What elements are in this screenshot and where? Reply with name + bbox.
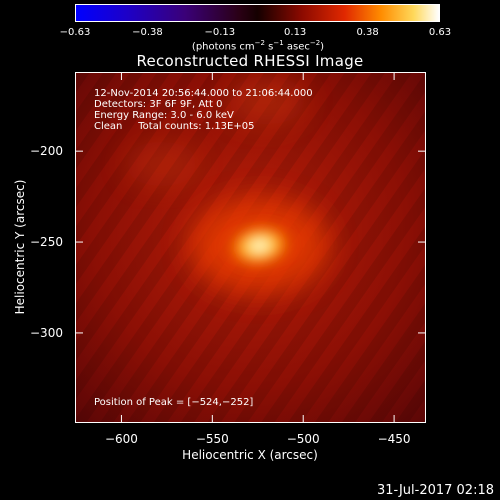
colorbar-unit: (photons cm−2 s−1 asec−2)	[191, 39, 325, 53]
secondary-source	[124, 141, 198, 187]
y-axis-label: Heliocentric Y (arcsec)	[13, 179, 27, 315]
chart-title: Reconstructed RHESSI Image	[136, 52, 364, 70]
heatmap-image	[76, 73, 425, 422]
axis-tick-marks	[76, 73, 425, 422]
source-layer	[124, 75, 330, 294]
colorbar-tick-label: −0.63	[59, 27, 91, 38]
peak-source	[223, 221, 296, 270]
peak-position-label: Position of Peak = [−524,−252]	[94, 397, 254, 408]
x-tick-label: −600	[104, 432, 138, 446]
x-tick-label: −550	[195, 432, 229, 446]
y-tick-label: −250	[30, 235, 63, 250]
detectors-label: Detectors: 3F 6F 9F, Att 0	[94, 99, 223, 110]
x-tick-label: −500	[286, 432, 320, 446]
x-axis-label: Heliocentric X (arcsec)	[182, 448, 318, 462]
colorbar-tick-label: 0.38	[356, 27, 379, 38]
footer-timestamp: 31-Jul-2017 02:18	[376, 483, 494, 498]
clean-counts-label: Clean Total counts: 1.13E+05	[94, 121, 255, 132]
time-range-label: 12-Nov-2014 20:56:44.000 to 21:06:44.000	[94, 88, 313, 99]
colorbar-tick-label: 0.13	[284, 27, 307, 38]
colorbar-gradient	[76, 5, 439, 21]
colorbar-tick-label: −0.13	[204, 27, 236, 38]
colorbar-tick-label: 0.63	[428, 27, 452, 38]
colorbar	[75, 4, 440, 22]
colorbar-tick-label: −0.38	[132, 27, 163, 38]
image-plot-area	[75, 72, 426, 423]
energy-range-label: Energy Range: 3.0 - 6.0 keV	[94, 110, 234, 121]
y-tick-label: −300	[30, 325, 63, 340]
x-tick-label: −450	[377, 432, 411, 446]
secondary-source	[227, 75, 307, 125]
y-tick-label: −200	[30, 144, 63, 159]
